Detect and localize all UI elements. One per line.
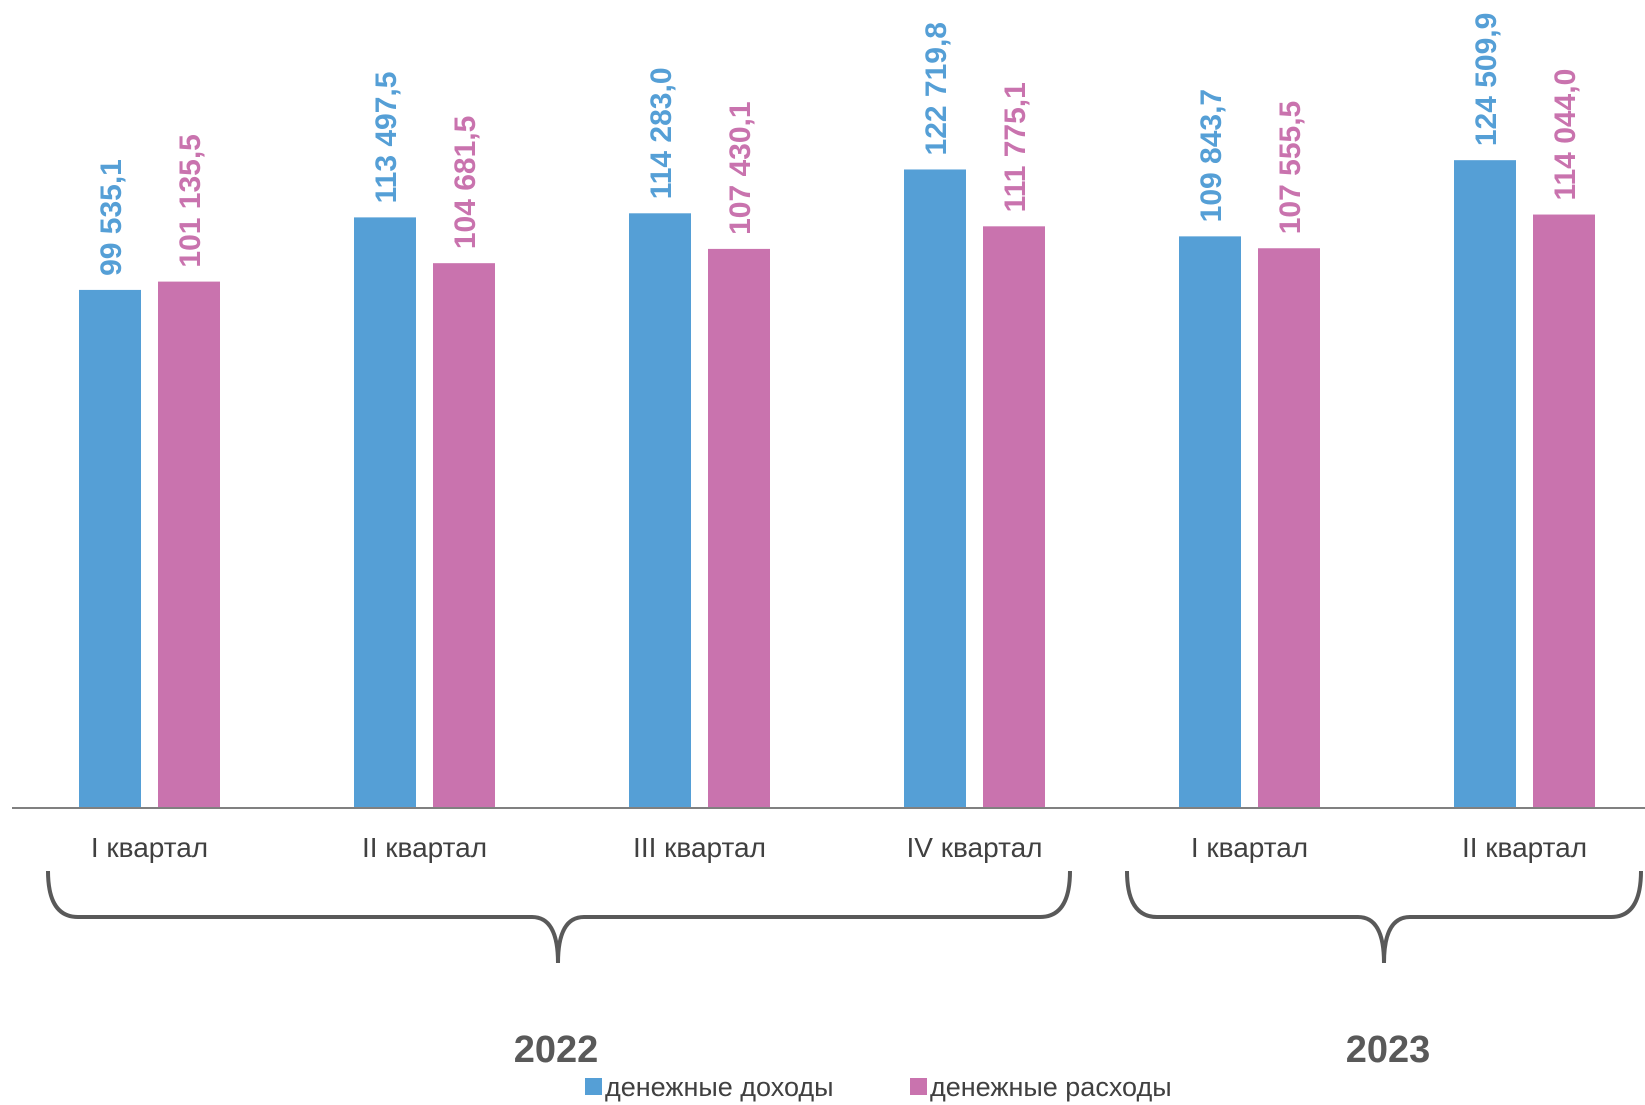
bar-expenses-3 [708,248,770,807]
legend-label-expenses: денежные расходы [930,1072,1172,1102]
category-label-1: I квартал [91,832,208,863]
bar-expenses-2 [433,263,495,808]
legend-label-income: денежные доходы [605,1072,834,1102]
bar-income-1 [79,289,141,807]
year-label-2022: 2022 [514,1029,599,1071]
category-label-4: IV квартал [907,832,1043,863]
category-label-2: II квартал [362,832,487,863]
bar-expenses-1 [158,281,220,807]
value-labels-layer: 99 535,1 101 135,5 113 497,5 104 681,5 114 2… [95,13,1582,276]
bar-expenses-4 [983,226,1045,807]
category-labels-layer: I квартал II квартал III квартал IV квартал… [91,832,1587,863]
value-label-income-5: 109 843,7 [1195,89,1228,222]
bar-income-3 [629,213,691,808]
value-label-income-6: 124 509,9 [1470,13,1503,146]
value-label-income-1: 99 535,1 [95,159,128,276]
value-label-expenses-2: 104 681,5 [449,116,482,249]
value-label-income-3: 114 283,0 [645,67,678,199]
year-brace-2023 [1125,870,1643,964]
bars-layer [79,160,1595,808]
value-label-expenses-3: 107 430,1 [724,101,757,234]
bar-income-6 [1454,160,1516,807]
value-label-expenses-6: 114 044,0 [1549,69,1582,201]
bar-income-4 [904,169,966,807]
value-label-income-2: 113 497,5 [370,72,403,204]
legend-swatch-income [585,1078,602,1095]
bar-expenses-6 [1533,214,1595,807]
bar-income-5 [1179,236,1241,807]
category-label-5: I квартал [1191,832,1308,863]
legend: денежные доходы денежные расходы [585,1072,1172,1102]
year-label-2023: 2023 [1346,1029,1431,1071]
category-label-3: III квартал [633,832,766,863]
value-label-expenses-4: 111 775,1 [999,82,1032,212]
value-label-expenses-5: 107 555,5 [1274,101,1307,234]
legend-swatch-expenses [910,1078,927,1095]
value-label-expenses-1: 101 135,5 [174,134,207,267]
year-brace-2022 [46,870,1072,964]
value-label-income-4: 122 719,8 [920,22,953,155]
bar-income-2 [354,217,416,807]
category-label-6: II квартал [1462,832,1587,863]
bar-expenses-5 [1258,248,1320,808]
